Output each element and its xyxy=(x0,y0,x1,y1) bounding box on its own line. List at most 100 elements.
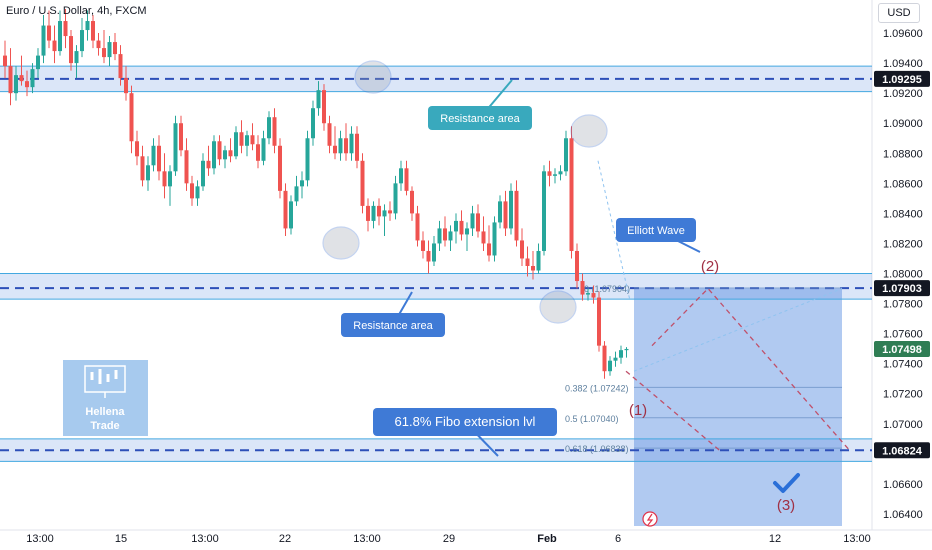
candle-body xyxy=(124,78,128,94)
price-tag-label: 1.07498 xyxy=(882,344,922,356)
candle-body xyxy=(316,90,321,109)
candle-body xyxy=(443,228,447,241)
wave-label-1: (1) xyxy=(629,402,647,419)
candle-body xyxy=(619,350,623,358)
candle-body xyxy=(586,293,590,295)
candle-body xyxy=(113,42,117,55)
lightning-bolt-glyph xyxy=(646,513,654,526)
price-tag-box xyxy=(874,70,930,87)
price-tag-label: 1.06824 xyxy=(882,445,923,457)
x-tick-label: 13:00 xyxy=(26,533,54,545)
candle-body xyxy=(470,213,475,229)
x-tick-label: 12 xyxy=(769,533,781,545)
candle-body xyxy=(239,132,244,146)
fib-level-label: 0.382 (1.07242) xyxy=(565,383,629,393)
price-tag-label: 1.07903 xyxy=(882,283,922,295)
candle-body xyxy=(459,220,464,235)
x-tick-label: 13:00 xyxy=(843,533,871,545)
candle-body xyxy=(382,210,387,217)
candle-body xyxy=(514,190,519,241)
candle-body xyxy=(190,183,194,199)
candle-body xyxy=(371,205,376,221)
resistance-zone xyxy=(0,273,872,300)
candle-body xyxy=(327,123,332,146)
x-tick-label: 29 xyxy=(443,533,455,545)
candle-body xyxy=(168,171,172,187)
x-tick-label: 13:00 xyxy=(191,533,219,545)
price-axis-bg xyxy=(872,0,932,550)
candle-body xyxy=(47,25,51,41)
candle-body xyxy=(8,66,13,94)
candle-body xyxy=(305,138,310,181)
callout-box xyxy=(373,408,557,436)
callout-box xyxy=(616,218,696,242)
y-tick-label: 1.09000 xyxy=(883,118,923,130)
logo-text-line1: Hellena xyxy=(85,406,125,418)
candle-body xyxy=(377,205,381,217)
y-tick-label: 1.07800 xyxy=(883,299,923,311)
candle-body xyxy=(228,150,233,157)
candle-body xyxy=(162,171,167,187)
candle-body xyxy=(487,243,491,256)
x-tick-label: Feb xyxy=(537,533,557,545)
candle-body xyxy=(272,117,277,146)
candle-body xyxy=(608,360,612,372)
callout-label: Elliott Wave xyxy=(627,225,685,237)
y-tick-label: 1.07200 xyxy=(883,389,923,401)
candle-body xyxy=(465,228,469,235)
candle-body xyxy=(349,133,354,154)
candle-body xyxy=(613,357,618,361)
y-tick-label: 1.09200 xyxy=(883,88,923,100)
candle-body xyxy=(85,21,90,31)
candle-body xyxy=(432,243,436,262)
y-tick-label: 1.08800 xyxy=(883,148,923,160)
currency-button[interactable]: USD xyxy=(878,3,920,23)
candle-body xyxy=(597,297,601,346)
candle-body xyxy=(217,141,222,160)
wave-label-3: (3) xyxy=(777,497,795,514)
candle-body xyxy=(96,40,101,49)
candle-body xyxy=(261,138,266,161)
candle-body xyxy=(393,183,398,214)
price-tag-box xyxy=(874,442,930,459)
price-tag-box xyxy=(874,280,930,297)
swing-point-marker xyxy=(570,114,608,148)
candle-body xyxy=(157,145,161,172)
lightning-icon xyxy=(642,511,658,527)
callout-label: 61.8% Fibo extension lvl xyxy=(395,414,536,429)
fib-level-label: 0 (1.07904) xyxy=(584,284,630,294)
candle-body xyxy=(140,156,145,181)
candle-body xyxy=(19,75,24,82)
candle-body xyxy=(36,55,40,70)
x-tick-label: 13:00 xyxy=(353,533,381,545)
candle-body xyxy=(58,21,62,52)
candle-body xyxy=(184,150,189,184)
candle-body xyxy=(322,90,326,124)
candle-body xyxy=(173,123,178,172)
resistance-callout-top: Resistance area xyxy=(428,79,532,130)
callout-box xyxy=(341,313,445,337)
checkmark-icon xyxy=(773,473,800,493)
candle-body xyxy=(388,210,392,214)
candle-body xyxy=(289,201,293,229)
candle-body xyxy=(602,345,607,372)
candle-body xyxy=(360,160,365,206)
y-tick-label: 1.07000 xyxy=(883,419,923,431)
candle-body xyxy=(195,186,200,199)
candle-body xyxy=(509,190,513,229)
projection-trend-line xyxy=(633,288,843,372)
candle-body xyxy=(74,51,79,64)
candle-body xyxy=(344,138,348,154)
chart-title: Euro / U.S. Dollar, 4h, FXCM xyxy=(6,5,147,17)
candle-body xyxy=(283,190,288,229)
candle-body xyxy=(212,141,216,169)
candle-body xyxy=(30,69,35,88)
candle-body xyxy=(129,93,134,142)
y-tick-label: 1.09400 xyxy=(883,58,923,70)
candle-body xyxy=(311,108,315,139)
candle-body xyxy=(399,168,403,184)
candle-body xyxy=(531,266,535,271)
candle-body xyxy=(421,240,425,251)
